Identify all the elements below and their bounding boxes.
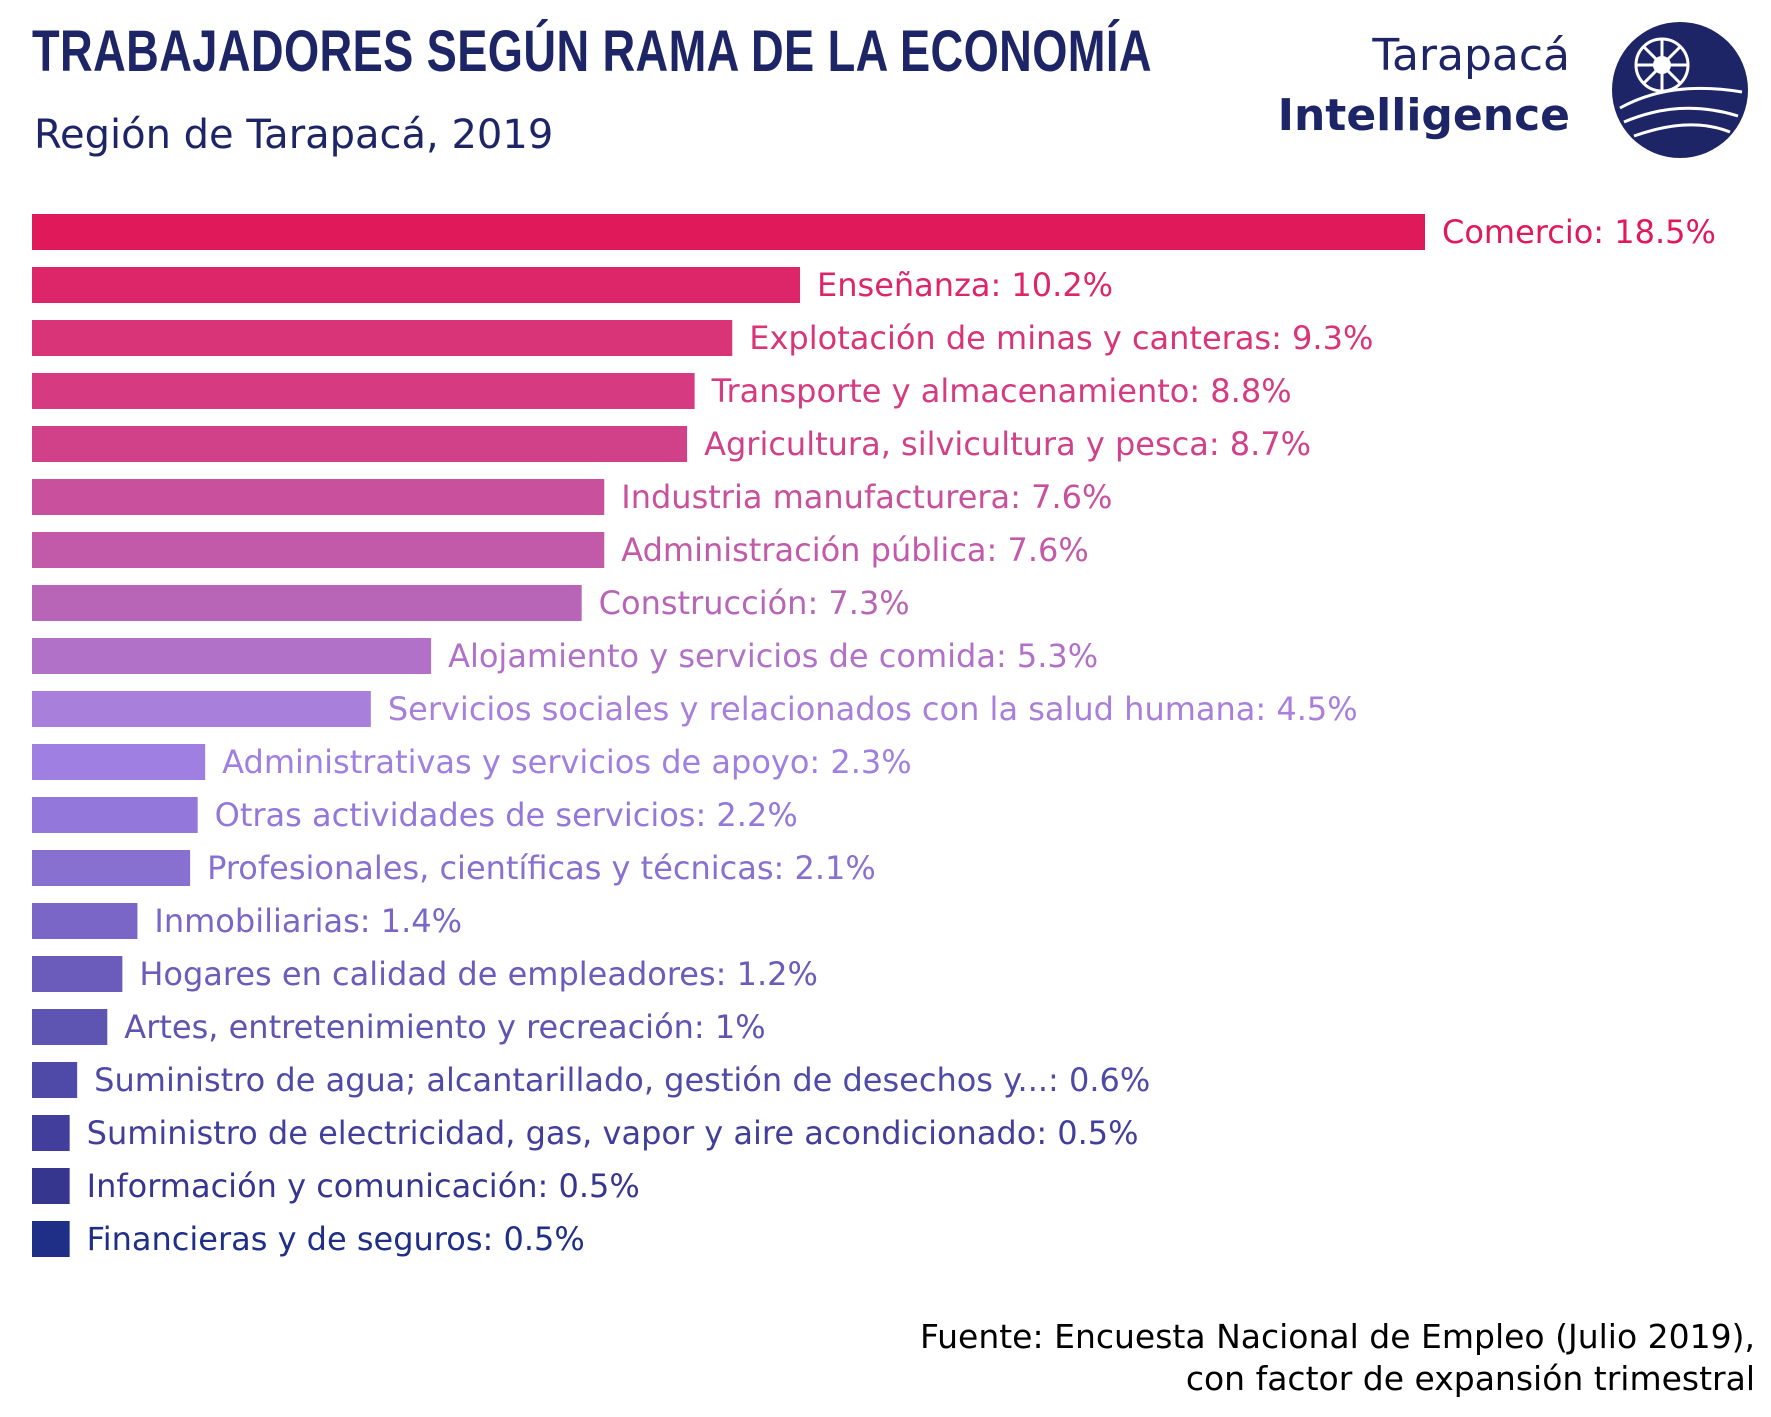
source-line1: Fuente: Encuesta Nacional de Empleo (Jul…	[919, 1317, 1755, 1356]
bar-label-7: Construcción: 7.3%	[599, 584, 910, 622]
bar-8	[32, 638, 432, 674]
bar-13	[32, 903, 138, 939]
bar-label-8: Alojamiento y servicios de comida: 5.3%	[448, 637, 1098, 675]
logo-text-line1: Tarapacá	[1372, 30, 1570, 81]
bar-label-10: Administrativas y servicios de apoyo: 2.…	[222, 743, 911, 781]
bar-label-16: Suministro de agua; alcantarillado, gest…	[94, 1061, 1150, 1099]
bar-5	[32, 479, 605, 515]
chart-subtitle: Región de Tarapacá, 2019	[34, 112, 554, 158]
bar-label-19: Financieras y de seguros: 0.5%	[87, 1220, 585, 1258]
bar-3	[32, 373, 695, 409]
bar-17	[32, 1115, 70, 1151]
bar-16	[32, 1062, 78, 1098]
bar-label-15: Artes, entretenimiento y recreación: 1%	[124, 1008, 765, 1046]
bar-label-17: Suministro de electricidad, gas, vapor y…	[87, 1114, 1139, 1152]
bar-label-13: Inmobiliarias: 1.4%	[154, 902, 462, 940]
bar-10	[32, 744, 206, 780]
bar-14	[32, 956, 123, 992]
bar-label-6: Administración pública: 7.6%	[621, 531, 1089, 569]
bar-6	[32, 532, 605, 568]
logo: Tarapacá Intelligence	[1278, 20, 1750, 160]
bar-7	[32, 585, 582, 621]
bar-0	[32, 214, 1425, 250]
source-line2: con factor de expansión trimestral	[1185, 1359, 1755, 1398]
bar-18	[32, 1168, 70, 1204]
bar-11	[32, 797, 198, 833]
bar-2	[32, 320, 733, 356]
bar-label-4: Agricultura, silvicultura y pesca: 8.7%	[704, 425, 1311, 463]
bar-12	[32, 850, 191, 886]
bar-label-5: Industria manufacturera: 7.6%	[621, 478, 1112, 516]
bar-chart: Comercio: 18.5% Enseñanza: 10.2% Explotaci…	[32, 213, 1716, 1258]
bar-label-3: Transporte y almacenamiento: 8.8%	[711, 372, 1292, 410]
bar-label-18: Información y comunicación: 0.5%	[87, 1167, 640, 1205]
bar-label-2: Explotación de minas y canteras: 9.3%	[749, 319, 1373, 357]
logo-text-line2: Intelligence	[1277, 90, 1570, 141]
bar-label-12: Profesionales, científicas y técnicas: 2…	[207, 849, 876, 887]
bar-label-1: Enseñanza: 10.2%	[817, 266, 1113, 304]
bar-label-0: Comercio: 18.5%	[1442, 213, 1716, 251]
bar-4	[32, 426, 688, 462]
bar-label-14: Hogares en calidad de empleadores: 1.2%	[139, 955, 818, 993]
bar-19	[32, 1221, 70, 1257]
source-note: Fuente: Encuesta Nacional de Empleo (Jul…	[920, 1316, 1755, 1400]
bar-label-11: Otras actividades de servicios: 2.2%	[215, 796, 798, 834]
logo-emblem-icon	[1612, 22, 1748, 158]
bar-1	[32, 267, 801, 303]
bar-9	[32, 691, 371, 727]
bar-label-9: Servicios sociales y relacionados con la…	[388, 690, 1358, 728]
chart-title: TRABAJADORES SEGÚN RAMA DE LA ECONOMÍA	[32, 19, 1152, 84]
bar-15	[32, 1009, 108, 1045]
